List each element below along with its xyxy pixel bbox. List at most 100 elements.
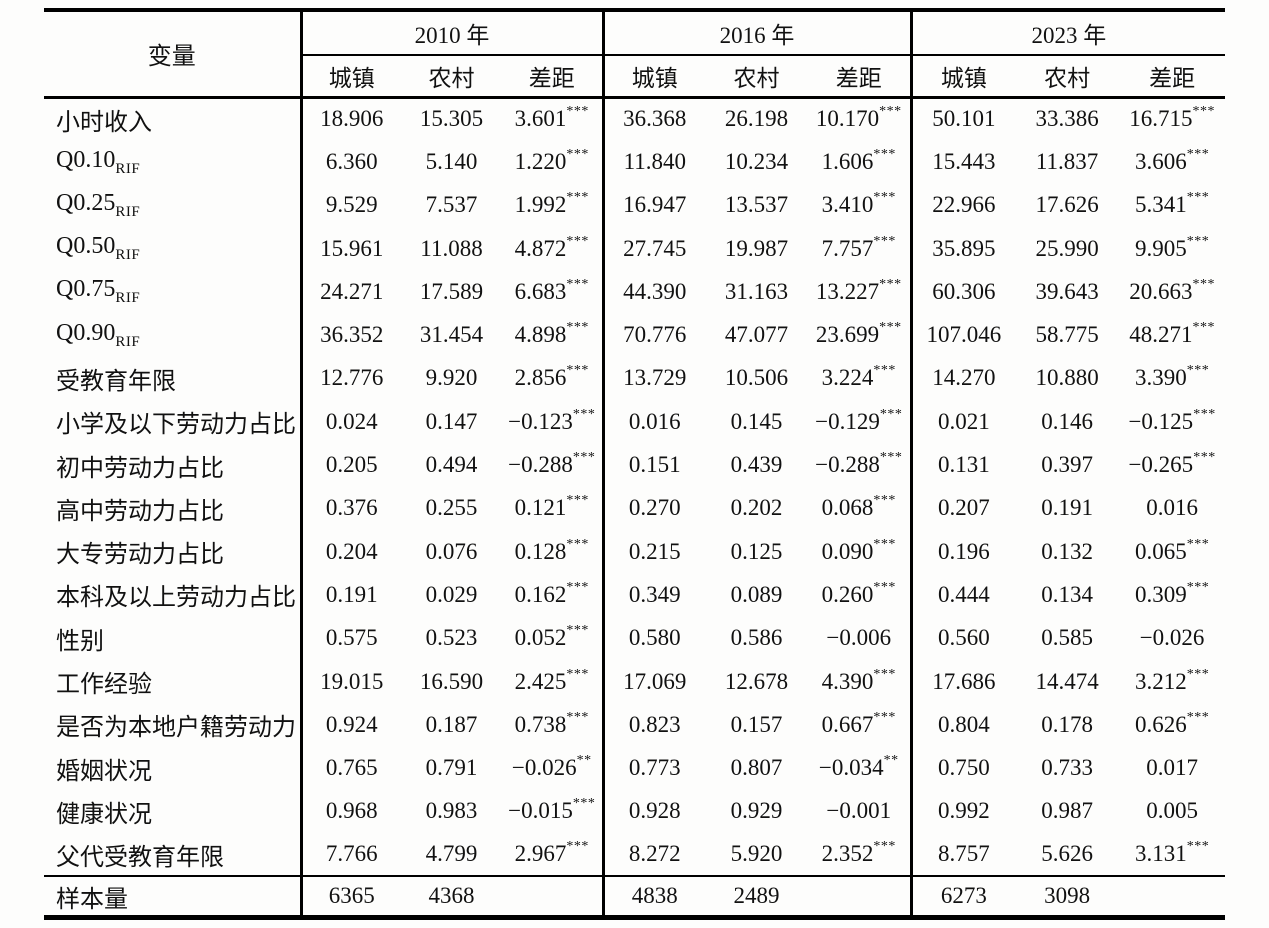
value-cell: 0.626*** — [1119, 703, 1225, 746]
value-cell: 0.823 — [601, 703, 706, 747]
row-label-text: 高中劳动力占比 — [56, 498, 224, 525]
value: 16.590 — [419, 668, 484, 694]
value-cell: 12.776 — [299, 356, 401, 401]
value: 4.799 — [425, 841, 478, 867]
value: 12.678 — [724, 668, 789, 694]
value-cell: 2.856*** — [502, 357, 603, 400]
value-cell: 58.775 — [1015, 313, 1119, 356]
value-cell: 0.807 — [705, 746, 808, 789]
value: 31.454 — [419, 322, 484, 348]
value-cell: −0.288*** — [502, 443, 603, 486]
value: 6.360 — [325, 148, 378, 174]
value: 0.187 — [425, 711, 478, 737]
value: 0.987 — [1041, 798, 1093, 824]
value-cell: 0.196 — [909, 529, 1016, 574]
value: 36.352 — [320, 322, 384, 348]
value: 11.837 — [1035, 148, 1099, 174]
value: 0.260 — [821, 581, 874, 607]
value-cell: 9.529 — [299, 183, 401, 227]
value-cell: 16.715*** — [1119, 97, 1225, 140]
value: 0.178 — [1041, 711, 1093, 737]
value-cell: 5.140 — [401, 140, 502, 183]
value: 9.920 — [425, 365, 478, 391]
value-cell: 13.227*** — [808, 270, 911, 313]
value: 16.715 — [1129, 106, 1193, 132]
value-cell: 0.207 — [909, 486, 1016, 530]
value: 0.270 — [628, 495, 681, 521]
value: 0.750 — [937, 755, 990, 781]
significance-stars: *** — [873, 146, 896, 162]
value-cell: 70.776 — [601, 313, 706, 357]
year-header-row: 变量 2010 年 2016 年 2023 年 — [44, 10, 1226, 99]
value: 0.196 — [937, 538, 990, 564]
row-label-text: 初中劳动力占比 — [56, 455, 224, 482]
value: 0.983 — [425, 798, 478, 824]
significance-stars: ** — [883, 753, 899, 769]
value: 0.134 — [1041, 581, 1093, 607]
value: 0.349 — [628, 581, 681, 607]
value: 0.586 — [730, 625, 783, 651]
significance-stars: *** — [873, 190, 896, 206]
row-label-text: 性别 — [56, 628, 104, 655]
column-header-variable: 变量 — [44, 10, 301, 99]
value-cell: 0.773 — [601, 746, 706, 790]
value-cell: 0.146 — [1015, 400, 1119, 443]
value-cell: 0.439 — [705, 443, 808, 486]
row-label-text: Q0.75 — [56, 276, 116, 303]
significance-stars: *** — [1193, 406, 1216, 422]
row-label-text: Q0.90 — [56, 319, 116, 346]
value-cell: 0.968 — [299, 789, 401, 834]
value-cell: 0.065*** — [1119, 530, 1225, 573]
value-cell: 4.390*** — [808, 660, 911, 703]
value: −0.125 — [1128, 408, 1194, 434]
significance-stars: *** — [566, 839, 589, 855]
value-cell: 39.643 — [1015, 270, 1119, 313]
value: 0.765 — [325, 755, 378, 781]
value: 10.506 — [724, 365, 789, 391]
value-cell: 17.686 — [909, 659, 1016, 704]
value-cell: 3.131*** — [1119, 833, 1225, 876]
value: 17.589 — [419, 278, 484, 304]
value-cell: 0.029 — [401, 573, 502, 616]
value: 12.776 — [320, 365, 384, 391]
value-cell: 7.757*** — [808, 227, 911, 270]
value: −0.123 — [508, 408, 573, 434]
value: 1.220 — [514, 148, 567, 174]
value: 3.131 — [1134, 841, 1187, 867]
value: 23.699 — [815, 322, 880, 348]
value: 58.775 — [1035, 322, 1099, 348]
value-cell: 35.895 — [909, 226, 1016, 271]
value-cell: 0.076 — [401, 530, 502, 573]
table-row: 大专劳动力占比 0.204 0.076 0.128*** 0.215 0.125 0.090… — [44, 529, 1225, 574]
value-cell: 0.750 — [909, 746, 1016, 790]
row-label-text: 小时收入 — [56, 109, 152, 136]
value: 0.157 — [730, 711, 783, 737]
value: 11.840 — [623, 148, 686, 174]
row-label-subscript: RIF — [115, 246, 141, 263]
significance-stars: *** — [566, 709, 589, 725]
column-header-rural: 农村 — [401, 55, 502, 99]
table-row: 婚姻状况 0.765 0.791 −0.026** 0.773 0.807 −0.034**… — [44, 746, 1225, 790]
row-label: 本科及以上劳动力占比 — [44, 573, 301, 616]
value-cell: 0.929 — [705, 790, 808, 833]
value: 15.961 — [320, 235, 384, 261]
value-cell: −0.026** — [502, 746, 603, 789]
column-header-urban: 城镇 — [601, 55, 706, 99]
significance-stars: *** — [566, 233, 589, 249]
value: 33.386 — [1035, 106, 1099, 132]
value-cell: 4.799 — [401, 833, 502, 876]
value: 0.065 — [1134, 538, 1187, 564]
value: 3.212 — [1134, 668, 1187, 694]
significance-stars: *** — [1186, 709, 1210, 725]
value-cell — [1119, 875, 1226, 918]
table-row: Q0.50RIF 15.961 11.088 4.872*** 27.745 19.987… — [44, 226, 1225, 271]
value-cell: −0.129*** — [808, 400, 911, 443]
row-label: 是否为本地户籍劳动力 — [44, 703, 301, 746]
value-cell: 16.590 — [401, 660, 502, 703]
value: 36.368 — [623, 106, 687, 132]
value: 14.270 — [932, 365, 996, 391]
value: 27.745 — [623, 235, 687, 261]
value: 17.069 — [623, 668, 687, 694]
table-row: 小时收入 18.906 15.305 3.601*** 36.368 26.198 10.1… — [44, 97, 1225, 141]
value: 24.271 — [320, 278, 384, 304]
